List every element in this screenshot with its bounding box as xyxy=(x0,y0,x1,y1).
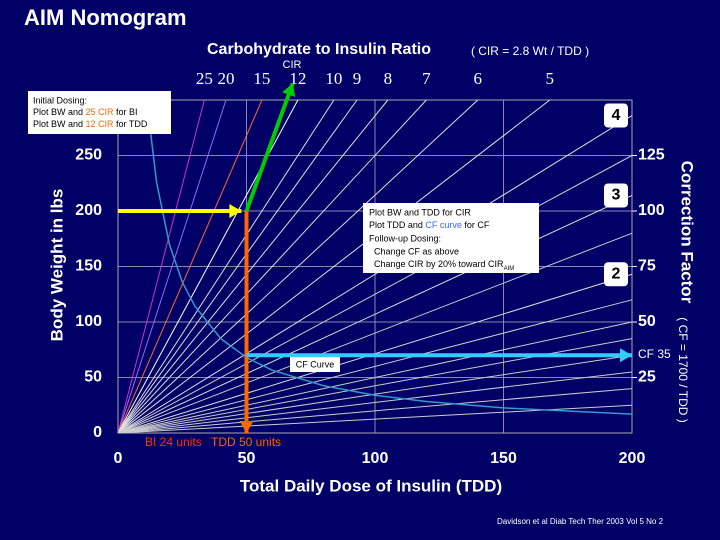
x-tick-label: 50 xyxy=(238,450,256,467)
note-line: Plot BW and TDD for CIR xyxy=(369,207,471,217)
note-line: Change CF as above xyxy=(369,246,459,256)
note-line: Plot BW and 12 CIR for TDD xyxy=(33,119,148,129)
cir-line xyxy=(117,321,633,434)
x-tick-label: 0 xyxy=(114,450,123,467)
citation: Davidson et al Diab Tech Ther 2003 Vol 5… xyxy=(497,517,664,526)
note-line: Change CIR by 20% toward CIRAIM xyxy=(369,259,514,271)
cir-line xyxy=(117,195,633,434)
cir-label: 2 xyxy=(612,265,621,282)
arrow-head xyxy=(229,204,242,218)
cir-line xyxy=(117,99,551,434)
cir-label: 12 xyxy=(289,69,306,88)
note-segment: 12 CIR xyxy=(86,119,115,129)
cir-line xyxy=(117,354,633,434)
note-segment: AIM xyxy=(504,266,515,272)
y2-tick-label: 125 xyxy=(638,147,665,164)
arrow-head xyxy=(282,83,296,98)
cir-line xyxy=(117,99,205,434)
tdd-label: TDD 50 units xyxy=(211,435,281,449)
note-line: Plot TDD and CF curve for CF xyxy=(369,220,490,230)
cir-line xyxy=(117,299,633,434)
cir-label: 8 xyxy=(384,69,393,88)
cir-label-box xyxy=(604,262,628,287)
arrow-head xyxy=(239,421,254,433)
y-tick-label: 50 xyxy=(84,369,102,386)
plot-frame xyxy=(117,99,633,434)
cir-label: 7 xyxy=(422,69,431,88)
cir-label: 4 xyxy=(612,107,621,124)
cir-label: 6 xyxy=(474,69,483,88)
note-segment: Plot BW and xyxy=(33,107,86,117)
x-tick-label: 100 xyxy=(362,450,389,467)
cir-label: 10 xyxy=(325,69,342,88)
note-segment: for TDD xyxy=(114,119,148,129)
cir-label: 15 xyxy=(253,69,270,88)
y-tick-label: 250 xyxy=(75,147,102,164)
cir-line xyxy=(117,99,479,434)
y-tick-label: 150 xyxy=(75,258,102,275)
cf-curve-box xyxy=(290,357,340,372)
note-line: Plot BW and 25 CIR for BI xyxy=(33,107,138,117)
note-segment: CF curve xyxy=(425,220,462,230)
x-tick-label: 200 xyxy=(619,450,646,467)
note-segment: 25 CIR xyxy=(86,107,115,117)
cir-line xyxy=(117,99,389,434)
y-tick-label: 100 xyxy=(75,313,102,330)
chart-subtitle: Carbohydrate to Insulin Ratio xyxy=(207,41,431,58)
cir-line xyxy=(117,115,633,434)
x-tick-label: 150 xyxy=(490,450,517,467)
cf-label: CF 35 xyxy=(638,347,671,361)
cir-line xyxy=(117,371,633,434)
note-line: Follow-up Dosing: xyxy=(369,233,441,243)
y-axis-label: Body Weight in lbs xyxy=(47,189,66,342)
cir-label-box xyxy=(604,103,628,128)
cf-curve-label: CF Curve xyxy=(296,359,335,369)
initial-dosing-box xyxy=(28,91,171,134)
guide-arrow xyxy=(244,82,295,212)
y2-axis-label: Correction Factor xyxy=(678,161,697,304)
cir-formula: ( CIR = 2.8 Wt / TDD ) xyxy=(471,44,589,58)
note-segment: for CF xyxy=(462,220,490,230)
cir-line xyxy=(117,99,427,434)
y2-tick-label: 50 xyxy=(638,313,656,330)
chart-title: AIM Nomogram xyxy=(24,5,187,30)
cir-label: 3 xyxy=(612,187,621,204)
note-segment: Change CIR by 20% toward CIR xyxy=(369,259,504,269)
y2-tick-label: 75 xyxy=(638,258,656,275)
cir-caption: CIR xyxy=(283,59,302,71)
cir-label: 20 xyxy=(217,69,234,88)
cir-label: 25 xyxy=(196,69,213,88)
cir-line xyxy=(117,155,633,434)
note-segment: for BI xyxy=(114,107,138,117)
note-segment: Plot BW and xyxy=(33,119,86,129)
note-line: Initial Dosing: xyxy=(33,95,87,105)
y-tick-label: 200 xyxy=(75,202,102,219)
cir-label: 9 xyxy=(353,69,362,88)
cir-label: 5 xyxy=(546,69,555,88)
y2-tick-label: 100 xyxy=(638,202,665,219)
bi-label: BI 24 units xyxy=(145,435,202,449)
cir-line xyxy=(117,99,335,434)
y2-tick-label: 25 xyxy=(638,369,656,386)
cir-line xyxy=(117,99,263,434)
instructions-box xyxy=(363,203,539,273)
cf-formula: ( CF = 1700 / TDD ) xyxy=(676,317,690,422)
note-segment: Plot TDD and xyxy=(369,220,425,230)
cir-line xyxy=(117,99,227,434)
arrow-head xyxy=(620,348,632,363)
y-tick-label: 0 xyxy=(93,424,102,441)
cir-line xyxy=(117,388,633,434)
x-axis-label: Total Daily Dose of Insulin (TDD) xyxy=(240,476,502,495)
cir-line xyxy=(117,232,633,434)
cir-line xyxy=(117,99,358,434)
cir-label-box xyxy=(604,183,628,208)
